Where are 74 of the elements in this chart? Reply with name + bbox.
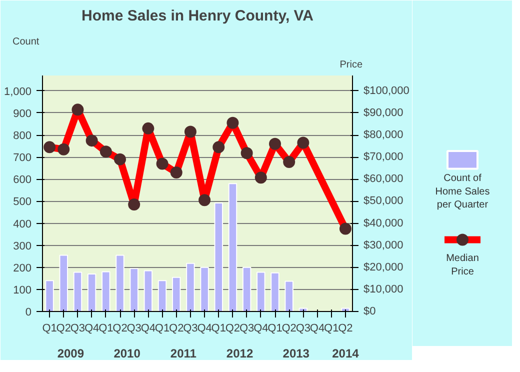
y-tick-label: 300	[13, 240, 32, 252]
bar	[214, 202, 224, 312]
x-tick-label: Q3	[70, 322, 86, 334]
text: 2012	[226, 346, 254, 360]
y2-tick-label: $10,000	[364, 283, 404, 296]
x-tick-label: Q4	[254, 322, 268, 334]
y-axis-title: Count	[12, 36, 40, 48]
x-tick-label: Q4	[310, 322, 325, 334]
bar	[73, 272, 82, 312]
y-tick-label: 700	[13, 152, 32, 164]
x-tick-label: Q1	[324, 322, 339, 334]
y2-tick-label: $20,000	[364, 261, 404, 274]
y-tick-label: 100	[13, 284, 32, 296]
bar	[102, 271, 110, 312]
x-tick-label: Q2	[282, 322, 296, 334]
y2-tick-label: $0	[364, 306, 376, 318]
x-tick-label: Q2	[112, 322, 128, 334]
bar	[45, 280, 54, 312]
x-tick-label: Q2	[56, 322, 71, 334]
y-tick-label: 900	[13, 108, 32, 120]
text: 2014	[332, 346, 360, 360]
legend-label: Count of Home Sales per Quarter	[435, 173, 490, 211]
x-tick-label: Q2	[338, 322, 353, 334]
bar	[270, 272, 280, 312]
x-tick-label: Q2	[225, 322, 240, 334]
y-tick-label: 600	[13, 174, 32, 186]
x-tick-label: Q2	[169, 322, 184, 334]
bar	[228, 183, 238, 312]
chart-title: Home Sales in Henry County, VA	[82, 8, 314, 24]
x-tick-label: Q1	[211, 322, 226, 334]
y2-axis-title: Price	[340, 60, 363, 70]
text: 2013	[282, 346, 310, 360]
y2-tick-label: $30,000	[364, 239, 404, 252]
x-tick-label: Q4	[84, 322, 100, 334]
x-tick-label: Q1	[42, 322, 57, 334]
y-tick-label: 1,000	[4, 86, 32, 98]
bar	[130, 268, 138, 312]
y2-tick-label: $90,000	[364, 106, 404, 119]
y-tick-label: 400	[13, 218, 32, 230]
text: 2010	[114, 346, 141, 360]
x-tick-label: Q1	[268, 322, 282, 334]
y2-tick-label: $40,000	[364, 217, 404, 230]
bar	[242, 266, 252, 312]
bar	[186, 262, 195, 312]
text: 2009	[57, 346, 84, 360]
x-tick-label: Q1	[154, 322, 170, 334]
y-tick-label: 200	[13, 262, 32, 274]
bar	[200, 266, 209, 312]
y2-tick-label: $60,000	[364, 173, 404, 186]
bar	[172, 276, 181, 312]
y-tick-label: 0	[25, 306, 32, 318]
x-tick-label: Q3	[296, 322, 311, 334]
x-tick-label: Q3	[183, 322, 198, 334]
x-tick-label: Q3	[126, 322, 142, 334]
bar	[158, 280, 167, 312]
x-tick-label: Q4	[197, 322, 212, 334]
x-tick-label: Q1	[98, 322, 114, 334]
x-tick-label: Q3	[239, 322, 254, 334]
y2-tick-label: $70,000	[364, 151, 404, 164]
bar	[341, 308, 350, 312]
y2-tick-label: $50,000	[364, 195, 404, 208]
y-tick-label: 500	[13, 196, 32, 208]
y2-tick-label: $80,000	[364, 129, 404, 142]
x-tick-label: Q4	[140, 322, 156, 334]
bar	[116, 254, 124, 312]
bar	[284, 280, 294, 312]
y-tick-label: 800	[13, 130, 32, 142]
y2-tick-label: $100,000	[364, 84, 410, 97]
bar	[256, 272, 266, 312]
bar	[59, 254, 68, 312]
legend-label: Median Price	[446, 253, 479, 278]
text: 2011	[170, 346, 197, 360]
bar	[144, 270, 153, 312]
bar	[87, 274, 96, 312]
